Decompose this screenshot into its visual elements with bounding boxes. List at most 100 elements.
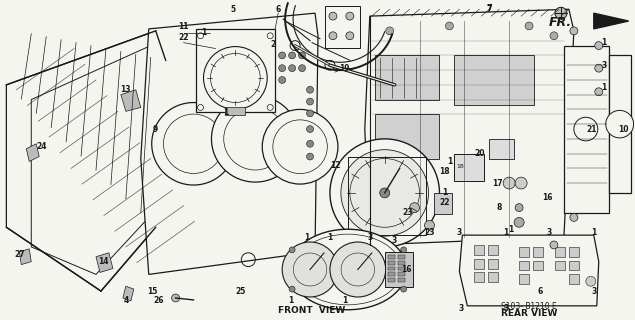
Circle shape	[380, 188, 390, 198]
Circle shape	[307, 86, 314, 93]
Bar	[519, 247, 529, 257]
Circle shape	[330, 139, 439, 247]
Circle shape	[515, 177, 527, 189]
Text: 11: 11	[178, 22, 189, 31]
Circle shape	[606, 110, 634, 138]
Bar	[388, 255, 395, 259]
Bar	[609, 55, 631, 193]
Circle shape	[307, 140, 314, 147]
Circle shape	[279, 52, 286, 59]
Circle shape	[445, 22, 453, 30]
Text: 3: 3	[458, 304, 464, 313]
Text: 8: 8	[497, 203, 502, 212]
Circle shape	[171, 294, 180, 302]
Bar	[519, 275, 529, 284]
Circle shape	[550, 32, 558, 40]
Bar	[398, 267, 404, 270]
Circle shape	[307, 126, 314, 132]
Circle shape	[203, 47, 267, 109]
Circle shape	[555, 7, 567, 19]
Circle shape	[574, 117, 598, 141]
Circle shape	[410, 203, 420, 212]
Text: 1: 1	[304, 233, 310, 242]
Circle shape	[341, 150, 429, 236]
Bar	[474, 272, 485, 282]
Bar	[564, 45, 609, 212]
Text: 9: 9	[153, 124, 158, 133]
Text: 23: 23	[424, 228, 435, 237]
Circle shape	[401, 247, 406, 253]
Circle shape	[329, 32, 337, 40]
Text: 21: 21	[587, 124, 597, 133]
Circle shape	[289, 247, 295, 253]
Circle shape	[586, 276, 596, 286]
Text: 16: 16	[401, 265, 412, 274]
Text: 27: 27	[14, 250, 25, 259]
Bar	[555, 247, 565, 257]
Bar	[488, 259, 498, 268]
Text: 25: 25	[235, 287, 246, 296]
Text: 23: 23	[403, 208, 413, 217]
Bar	[375, 114, 439, 158]
Circle shape	[298, 52, 305, 59]
Circle shape	[401, 286, 406, 292]
Text: 20: 20	[474, 149, 485, 158]
Polygon shape	[6, 31, 166, 291]
Circle shape	[211, 96, 299, 182]
Text: 1: 1	[591, 228, 596, 237]
Text: 13: 13	[121, 85, 131, 94]
Text: 5: 5	[231, 5, 236, 14]
Circle shape	[152, 102, 236, 185]
Bar	[533, 247, 543, 257]
Bar	[489, 139, 514, 158]
Text: 1: 1	[601, 83, 606, 92]
Circle shape	[269, 76, 276, 84]
Text: 3: 3	[601, 61, 606, 70]
Text: 1: 1	[342, 296, 347, 305]
Bar	[388, 278, 395, 282]
Text: S103- B1210 E: S103- B1210 E	[501, 302, 557, 311]
Circle shape	[550, 241, 558, 249]
Bar	[488, 272, 498, 282]
Polygon shape	[121, 90, 141, 111]
Text: 1: 1	[601, 38, 606, 47]
Bar	[519, 261, 529, 270]
Circle shape	[570, 213, 578, 221]
Bar	[388, 261, 395, 265]
Bar	[398, 272, 404, 276]
Circle shape	[269, 52, 276, 59]
Bar	[555, 261, 565, 270]
Circle shape	[346, 32, 354, 40]
Circle shape	[425, 220, 434, 230]
Bar	[434, 193, 452, 214]
Text: REAR VIEW: REAR VIEW	[501, 309, 558, 318]
Text: 3: 3	[457, 228, 462, 237]
Circle shape	[289, 286, 295, 292]
Circle shape	[298, 65, 305, 72]
Text: 1: 1	[509, 225, 514, 234]
Text: 3: 3	[367, 233, 372, 242]
Bar	[398, 255, 404, 259]
Text: 6: 6	[276, 5, 281, 14]
Bar	[569, 261, 579, 270]
Text: 15: 15	[147, 287, 158, 296]
Text: 1: 1	[442, 188, 447, 197]
Polygon shape	[459, 235, 599, 306]
Circle shape	[279, 65, 286, 72]
Circle shape	[385, 27, 394, 35]
Text: 7: 7	[486, 4, 492, 13]
Bar	[388, 267, 395, 270]
Circle shape	[525, 22, 533, 30]
Bar	[569, 247, 579, 257]
Circle shape	[279, 76, 286, 84]
Circle shape	[346, 12, 354, 20]
Text: 17: 17	[492, 179, 502, 188]
Text: 1: 1	[223, 108, 228, 117]
Polygon shape	[364, 9, 574, 245]
Circle shape	[514, 218, 524, 227]
Bar	[375, 55, 439, 100]
Bar	[398, 278, 404, 282]
Circle shape	[289, 52, 296, 59]
Bar	[569, 275, 579, 284]
Polygon shape	[141, 13, 318, 275]
